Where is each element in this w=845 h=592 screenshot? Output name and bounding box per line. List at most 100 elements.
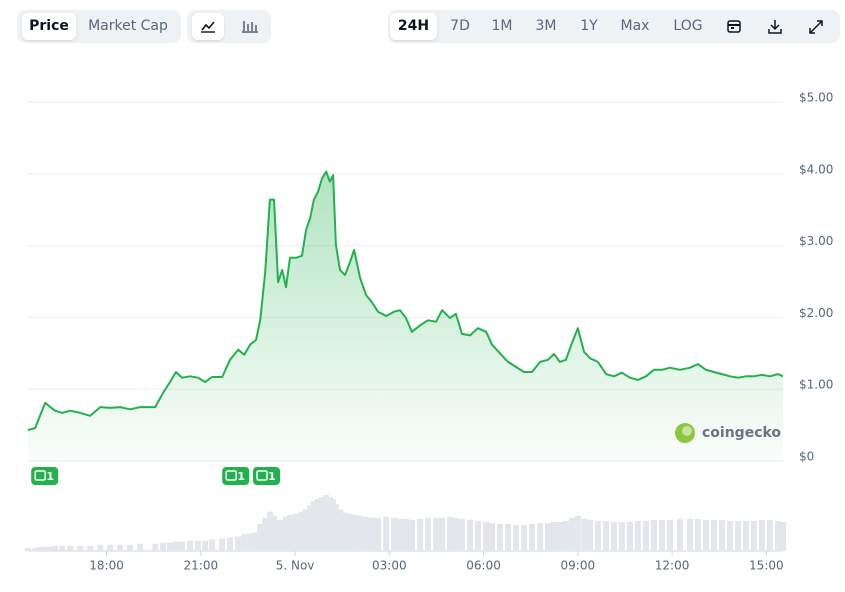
- event-marker[interactable]: 1: [222, 467, 250, 485]
- volume-bar: [433, 517, 440, 551]
- volume-bar: [496, 524, 503, 551]
- volume-bar: [37, 546, 44, 551]
- event-count: 1: [237, 470, 245, 483]
- volume-bar: [178, 541, 185, 551]
- x-tick-label: 5. Nov: [276, 559, 315, 573]
- range-button[interactable]: 1M: [491, 18, 513, 34]
- volume-bar: [780, 521, 786, 551]
- volume-bar: [758, 519, 765, 551]
- price-area: [28, 171, 783, 461]
- volume-bar: [686, 518, 693, 551]
- line-chart-button[interactable]: [192, 13, 224, 40]
- volume-bar: [397, 518, 404, 551]
- watermark: coingecko: [675, 423, 781, 443]
- volume-bar: [676, 518, 683, 551]
- download-icon: [768, 20, 782, 34]
- y-tick-label: $3.00: [799, 234, 833, 248]
- download-button[interactable]: [759, 13, 791, 40]
- volume-bar: [581, 518, 588, 551]
- volume-bar: [167, 542, 174, 551]
- line-icon: [201, 21, 215, 33]
- x-tick-label: 18:00: [89, 559, 124, 573]
- volume-bar: [117, 544, 124, 551]
- market-cap-button[interactable]: Market Cap: [88, 18, 168, 34]
- range-button[interactable]: 24H: [390, 13, 437, 40]
- volume-bar: [562, 520, 569, 551]
- volume-bar: [402, 518, 409, 551]
- volume-bar: [383, 516, 390, 551]
- volume-bar: [489, 523, 496, 551]
- candle-chart-button[interactable]: [233, 13, 265, 40]
- volume-bar: [310, 501, 317, 551]
- volume-bar: [107, 544, 114, 551]
- volume-bar: [271, 515, 278, 551]
- volume-bar: [634, 520, 641, 551]
- y-tick-label: $4.00: [799, 162, 833, 176]
- y-tick-label: $1.00: [799, 378, 833, 392]
- fullscreen-button[interactable]: [800, 13, 832, 40]
- volume-bar: [521, 525, 528, 551]
- volume-bar: [556, 521, 563, 551]
- range-button[interactable]: 1Y: [580, 18, 598, 34]
- y-tick-label: $0: [799, 450, 814, 464]
- volume-bar: [319, 497, 326, 551]
- volume-bar: [202, 540, 209, 551]
- volume-bar: [474, 520, 481, 551]
- volume-bar: [357, 515, 364, 551]
- volume-bar: [347, 513, 354, 551]
- volume-bar: [52, 545, 59, 551]
- volume-bar: [77, 545, 84, 551]
- volume-bar: [659, 519, 666, 551]
- log-button[interactable]: LOG: [673, 18, 703, 34]
- volume-bar: [137, 543, 144, 551]
- volume-bar: [603, 520, 610, 551]
- volume-bar: [187, 540, 194, 551]
- volume-bar: [67, 545, 74, 551]
- volume-bar: [303, 509, 310, 551]
- price-button[interactable]: Price: [22, 13, 76, 40]
- volume-bar: [25, 547, 31, 551]
- volume-bar: [742, 520, 749, 551]
- event-marker[interactable]: 1: [253, 467, 281, 485]
- volume-bar: [650, 519, 657, 551]
- volume-bar: [446, 516, 453, 551]
- volume-bar: [537, 523, 544, 551]
- volume-bar: [32, 547, 39, 551]
- volume-bar: [47, 546, 54, 551]
- x-tick-label: 12:00: [655, 559, 690, 573]
- volume-bar: [594, 520, 601, 551]
- candle-icon: [242, 21, 258, 33]
- expand-icon: [809, 20, 823, 34]
- volume-bar: [194, 540, 201, 551]
- event-marker[interactable]: 1: [31, 467, 59, 485]
- volume-bar: [766, 519, 773, 551]
- event-icon: [256, 470, 268, 481]
- volume-bar: [314, 499, 321, 551]
- volume-bar: [375, 517, 382, 551]
- volume-bar: [528, 524, 535, 551]
- range-button[interactable]: Max: [620, 18, 650, 34]
- volume-bar: [694, 518, 701, 551]
- volume-bar: [610, 521, 617, 551]
- y-tick-label: $5.00: [799, 91, 833, 105]
- volume-bar: [719, 519, 726, 551]
- calendar-button[interactable]: [718, 13, 750, 40]
- event-count: 1: [268, 470, 276, 483]
- volume-bar: [439, 517, 446, 551]
- volume-bar: [391, 517, 398, 551]
- volume-bar: [209, 539, 216, 551]
- range-button[interactable]: 7D: [450, 18, 470, 34]
- chart-type-group: [187, 10, 271, 43]
- price-line: [27, 170, 784, 432]
- volume-bar: [408, 519, 415, 551]
- volume-bar: [568, 517, 575, 551]
- volume-bar: [574, 515, 581, 551]
- volume-bar: [467, 519, 474, 551]
- volume-bar: [726, 520, 733, 551]
- volume-bar: [257, 524, 264, 551]
- range-button[interactable]: 3M: [535, 18, 557, 34]
- volume-bar: [703, 519, 710, 551]
- volume-bar: [750, 520, 757, 551]
